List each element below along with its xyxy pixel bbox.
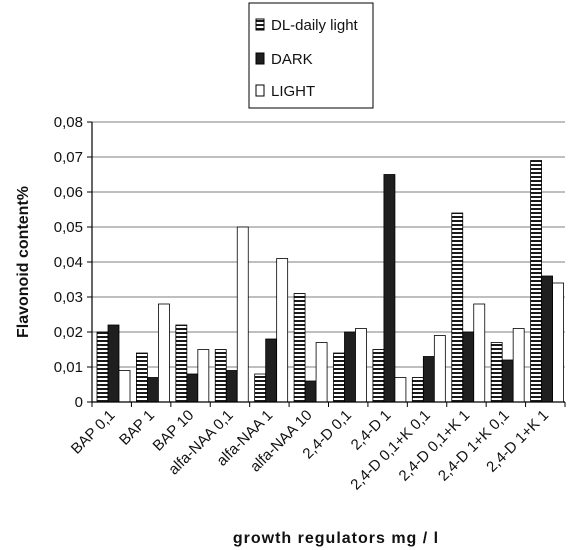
legend-label-light: LIGHT [271, 83, 315, 100]
bar-dl-daily-light [214, 349, 227, 403]
bar-dl-daily-light [293, 293, 306, 403]
bar-light [473, 303, 486, 403]
y-tick-label: 0,08 [54, 114, 83, 131]
y-tick-label: 0 [75, 394, 83, 411]
y-tick-label: 0,05 [54, 219, 83, 236]
bar-dl-daily-light [333, 352, 345, 403]
bar-dl-daily-light [175, 324, 188, 403]
bar-light [276, 258, 289, 403]
bar-dl-daily-light [254, 373, 267, 403]
bar-dark [422, 356, 435, 403]
legend-label-dl-daily-light: DL-daily light [271, 17, 359, 34]
bar-light [394, 377, 407, 403]
bar-light [552, 282, 564, 403]
y-tick-label: 0,04 [54, 254, 83, 271]
bar-dark [147, 377, 159, 403]
bar-light [158, 303, 170, 403]
x-axis-title: growth regulators mg / l [233, 530, 439, 547]
bar-dark [265, 338, 278, 403]
bar-dark [186, 373, 199, 403]
bar-dl-daily-light [372, 349, 385, 403]
bar-dl-daily-light [136, 352, 148, 403]
bar-light [315, 342, 328, 403]
bar-dl-daily-light [411, 377, 424, 403]
bar-dark [304, 380, 317, 403]
legend-box [248, 2, 374, 109]
legend-label-dark: DARK [271, 51, 313, 68]
bar-dark [501, 359, 514, 403]
y-axis-title: Flavonoid content% [15, 186, 32, 338]
bar-light [118, 370, 131, 403]
bar-dl-daily-light [490, 342, 503, 403]
bar-light [512, 328, 525, 403]
bar-dark [107, 324, 120, 403]
y-tick-label: 0,06 [54, 184, 83, 201]
bar-light [433, 335, 446, 403]
bar-dark [344, 331, 356, 403]
bar-dark [462, 331, 475, 403]
x-tick-label: BAP 0,1 [68, 407, 119, 458]
y-tick-labels: 0 0,01 0,02 0,03 0,04 0,05 0,06 0,07 0,08 [54, 114, 83, 411]
legend-swatch-light [255, 84, 265, 97]
bar-dark [225, 370, 238, 403]
bar-dark [383, 174, 396, 403]
bar-dl-daily-light [96, 331, 109, 403]
axes [91, 122, 566, 407]
y-tick-label: 0,07 [54, 149, 83, 166]
bar-light [355, 328, 367, 403]
y-tick-label: 0,01 [54, 359, 83, 376]
bar-dl-daily-light [451, 212, 464, 403]
legend-swatch-dl-daily-light [255, 18, 265, 31]
bar-light [236, 226, 249, 403]
y-tick-label: 0,02 [54, 324, 83, 341]
legend-swatch-dark [255, 52, 265, 65]
bar-dark [541, 275, 553, 403]
legend: DL-daily light DARK LIGHT [248, 2, 374, 109]
bar-dl-daily-light [530, 160, 542, 403]
gridlines [87, 121, 565, 403]
y-tick-label: 0,03 [54, 289, 83, 306]
bars [96, 160, 564, 403]
bar-light [197, 349, 210, 403]
